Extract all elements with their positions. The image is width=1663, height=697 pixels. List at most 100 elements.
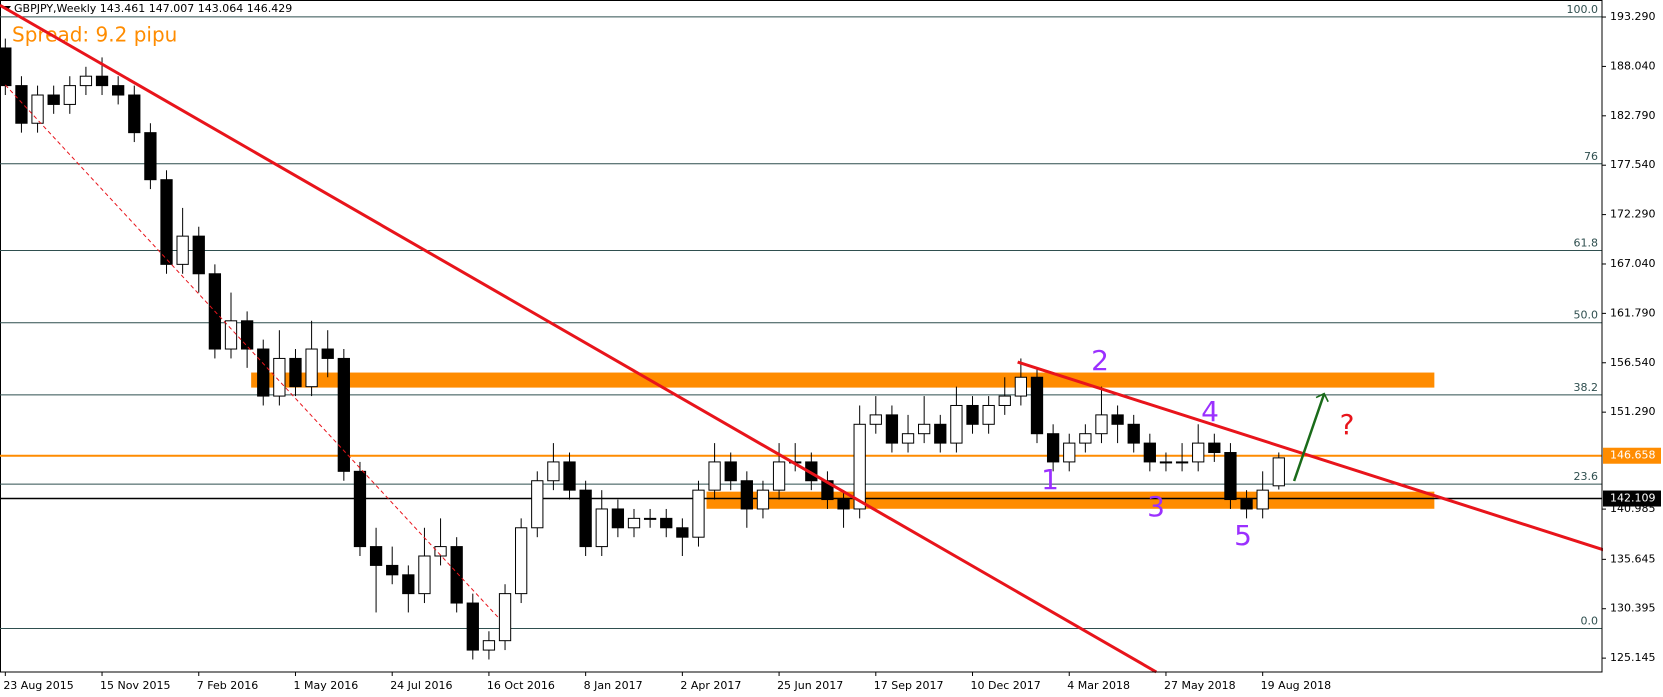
candle-body (1014, 376, 1028, 397)
candle-body (1175, 461, 1189, 464)
candle-body (918, 423, 931, 435)
candle-body (692, 489, 705, 538)
candle-body (1240, 499, 1253, 510)
x-tick-label: 25 Jun 2017 (777, 679, 843, 692)
y-tick-label: 125.145 (1610, 651, 1656, 664)
fib-label: 61.8 (1574, 237, 1599, 250)
candle-body (160, 179, 173, 265)
candle-body (289, 357, 302, 388)
candle-body (498, 593, 512, 642)
candle-body (772, 461, 786, 491)
candle-body (31, 94, 44, 124)
candle-body (1208, 442, 1221, 454)
candle-body (63, 85, 76, 105)
candle-body (1079, 433, 1092, 444)
candle-body (0, 47, 12, 87)
candle-body (273, 357, 286, 397)
price-tag-label: 142.109 (1610, 492, 1656, 505)
candle-body (627, 517, 641, 529)
candle-body (47, 94, 60, 105)
candle-body (466, 602, 479, 651)
price-axis-bg (1603, 0, 1663, 697)
trend-line (1292, 392, 1329, 482)
x-tick-label: 15 Nov 2015 (100, 679, 170, 692)
candle-body (724, 461, 737, 482)
fib-label: 23.6 (1574, 470, 1599, 483)
candle-body (740, 480, 753, 510)
fib-label: 76 (1584, 150, 1598, 163)
x-tick-label: 27 May 2018 (1164, 679, 1236, 692)
candle-body (257, 348, 270, 397)
candle-body (305, 348, 318, 388)
candle-body (982, 404, 995, 425)
y-tick-label: 135.645 (1610, 552, 1656, 565)
chart-title: GBPJPY,Weekly 143.461 147.007 143.064 14… (14, 2, 292, 15)
candle-body (515, 527, 528, 595)
candle-body (434, 546, 447, 557)
candle-body (950, 404, 963, 444)
x-tick-label: 1 May 2016 (293, 679, 358, 692)
candle-body (337, 357, 350, 472)
candle-body (643, 517, 657, 520)
x-tick-label: 7 Feb 2016 (197, 679, 258, 692)
candle-body (224, 320, 238, 350)
zone (706, 491, 1435, 509)
candle-body (998, 395, 1011, 406)
candle-body (1143, 442, 1156, 463)
candle-body (482, 640, 496, 651)
wave-label: 4 (1201, 395, 1219, 428)
candle-body (240, 320, 254, 350)
candle-body (1224, 452, 1237, 501)
candle-body (353, 470, 367, 548)
candle-body (176, 235, 189, 265)
candle-body (756, 489, 770, 510)
fib-label: 100.0 (1567, 3, 1599, 16)
y-tick-label: 193.290 (1610, 10, 1656, 23)
wave-label: 1 (1041, 463, 1059, 496)
candle-body (386, 564, 399, 576)
x-tick-label: 2 Apr 2017 (680, 679, 741, 692)
candle-body (1111, 414, 1124, 425)
price-tag (1603, 447, 1661, 464)
candle-body (660, 517, 673, 529)
candle-body (402, 574, 415, 595)
x-tick-label: 8 Jan 2017 (584, 679, 643, 692)
candle-body (853, 423, 866, 510)
candle-body (369, 546, 383, 566)
candle-body (1159, 461, 1173, 464)
x-tick-label: 19 Aug 2018 (1261, 679, 1331, 692)
candle-body (611, 508, 625, 529)
candle-body (1272, 457, 1285, 487)
candle-body (934, 423, 947, 444)
zone (251, 372, 1435, 388)
candle-body (708, 461, 721, 491)
trend-line (0, 3, 1158, 674)
candle-body (112, 85, 125, 96)
candle-body (579, 489, 592, 548)
y-tick-label: 161.790 (1610, 306, 1656, 319)
candle-body (1030, 376, 1044, 435)
y-tick-label: 167.040 (1610, 257, 1656, 270)
candle-body (192, 235, 205, 275)
price-tag (1603, 490, 1661, 507)
y-tick-label: 172.290 (1610, 208, 1656, 221)
candle-body (1063, 442, 1076, 463)
wave-label: 5 (1234, 519, 1252, 552)
candle-body (676, 527, 689, 538)
fib-label: 0.0 (1581, 614, 1599, 627)
candle-body (531, 480, 544, 529)
candle-body (901, 433, 915, 444)
candle-body (563, 461, 576, 491)
wave-label: 3 (1147, 490, 1165, 523)
candle-body (869, 414, 882, 425)
x-tick-label: 24 Jul 2016 (390, 679, 452, 692)
trend-line (4, 84, 499, 618)
fib-label: 50.0 (1574, 309, 1599, 322)
candle-body (450, 546, 463, 604)
candle-body (79, 75, 93, 87)
x-tick-label: 10 Dec 2017 (971, 679, 1041, 692)
candle-body (595, 508, 608, 548)
candle-body (15, 85, 28, 124)
